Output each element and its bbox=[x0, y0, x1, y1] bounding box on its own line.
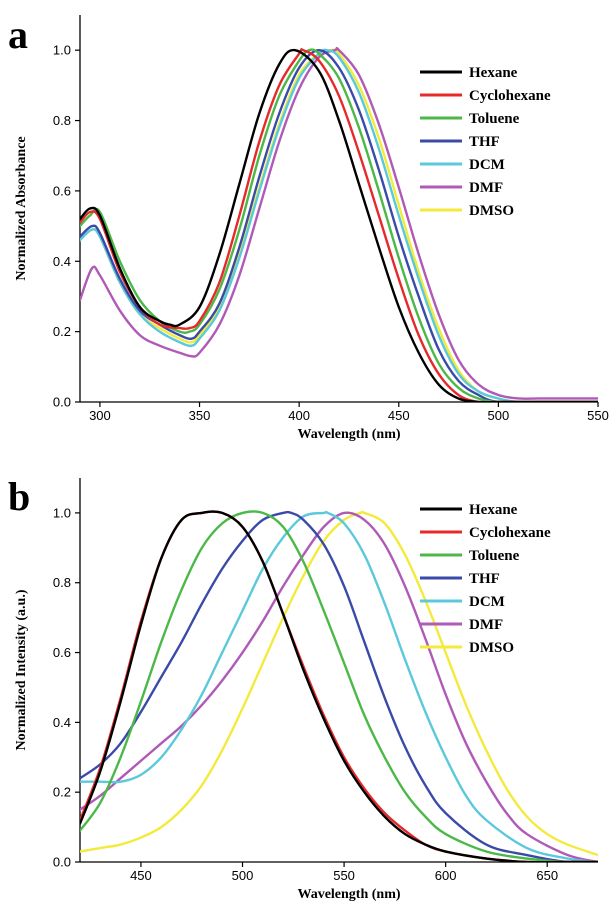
legend-label-dmso: DMSO bbox=[469, 203, 514, 219]
chart-panel-a: a 300 350 400 450 500 550 0.0 0.2 0.4 0.6 0.8 1.0 Wav… bbox=[8, 12, 609, 442]
chart-panel-b: b 450 500 550 600 650 0.0 0.2 0.4 0.6 0.8 1.0 Wavele… bbox=[8, 474, 598, 902]
series-line-dmf bbox=[80, 46, 598, 400]
x-tick-label: 400 bbox=[288, 408, 310, 423]
legend-label-hexane: Hexane bbox=[469, 65, 518, 81]
x-tick-label: 550 bbox=[587, 408, 609, 423]
x-tick-label: 450 bbox=[130, 868, 152, 883]
legend-label-toluene: Toluene bbox=[469, 111, 520, 127]
series-line-hexane bbox=[80, 510, 598, 862]
y-tick-label: 0.0 bbox=[53, 395, 71, 410]
x-tick-label: 550 bbox=[333, 868, 355, 883]
x-tick-label: 450 bbox=[388, 408, 410, 423]
panel-letter-a: a bbox=[8, 12, 28, 57]
y-tick-label: 0.0 bbox=[53, 855, 71, 870]
series-line-dmf bbox=[80, 511, 598, 862]
legend-label-cyclohexane: Cyclohexane bbox=[469, 525, 551, 541]
series-line-thf bbox=[80, 510, 598, 862]
series-line-dcm bbox=[80, 510, 598, 862]
legend-label-dcm: DCM bbox=[469, 157, 505, 173]
legend-label-thf: THF bbox=[469, 134, 500, 150]
series-line-toluene bbox=[80, 48, 598, 402]
y-tick-label: 0.4 bbox=[53, 715, 71, 730]
series-lines bbox=[80, 510, 598, 862]
legend-label-hexane: Hexane bbox=[469, 502, 518, 518]
y-tick-label: 0.4 bbox=[53, 254, 71, 269]
legend: Hexane Cyclohexane Toluene THF DCM DMF DMSO bbox=[420, 502, 551, 656]
x-axis-title: Wavelength (nm) bbox=[297, 887, 400, 902]
x-tick-label: 650 bbox=[536, 868, 558, 883]
series-line-thf bbox=[80, 48, 598, 402]
legend-label-dmso: DMSO bbox=[469, 640, 514, 656]
x-tick-label: 500 bbox=[232, 868, 254, 883]
x-tick-label: 300 bbox=[89, 408, 111, 423]
panel-letter-b: b bbox=[8, 474, 30, 519]
x-tick-label: 350 bbox=[189, 408, 211, 423]
legend-label-toluene: Toluene bbox=[469, 548, 520, 564]
series-line-dmso bbox=[80, 510, 598, 857]
series-lines bbox=[80, 46, 598, 402]
legend-label-dcm: DCM bbox=[469, 594, 505, 610]
series-line-hexane bbox=[80, 48, 598, 402]
y-tick-label: 1.0 bbox=[53, 505, 71, 520]
legend-label-thf: THF bbox=[469, 571, 500, 587]
y-axis-title: Normalized Intensity (a.u.) bbox=[14, 589, 29, 750]
legend-label-dmf: DMF bbox=[469, 180, 503, 196]
series-line-toluene bbox=[80, 510, 598, 862]
y-tick-label: 0.6 bbox=[53, 645, 71, 660]
legend: Hexane Cyclohexane Toluene THF DCM DMF DMSO bbox=[420, 65, 551, 219]
y-tick-label: 0.6 bbox=[53, 183, 71, 198]
x-tick-label: 500 bbox=[488, 408, 510, 423]
y-tick-label: 0.8 bbox=[53, 575, 71, 590]
legend-label-dmf: DMF bbox=[469, 617, 503, 633]
series-line-dcm bbox=[80, 48, 598, 402]
y-tick-label: 1.0 bbox=[53, 43, 71, 58]
x-tick-label: 600 bbox=[435, 868, 457, 883]
series-line-dmso bbox=[80, 48, 598, 402]
x-axis-title: Wavelength (nm) bbox=[297, 427, 400, 442]
y-tick-label: 0.2 bbox=[53, 324, 71, 339]
legend-label-cyclohexane: Cyclohexane bbox=[469, 88, 551, 104]
y-axis-title: Normalized Absorbance bbox=[14, 136, 29, 280]
y-tick-label: 0.2 bbox=[53, 785, 71, 800]
y-tick-label: 0.8 bbox=[53, 113, 71, 128]
